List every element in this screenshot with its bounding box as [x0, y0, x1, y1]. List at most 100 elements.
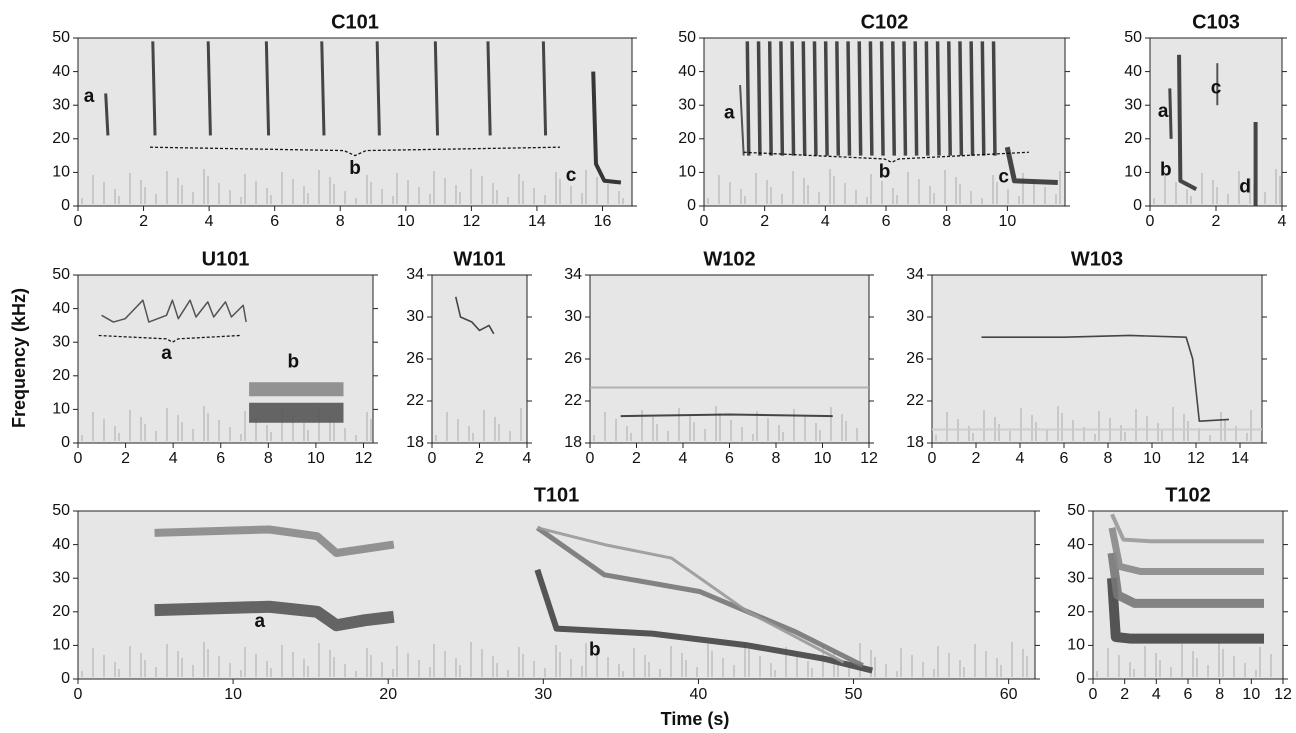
- y-tick-label: 30: [52, 333, 70, 350]
- y-tick-label: 20: [52, 603, 70, 620]
- signal-trace: [620, 413, 833, 418]
- spectrogram-background: [589, 274, 870, 444]
- signal-trace: [835, 41, 841, 156]
- y-tick-label: 10: [1067, 637, 1085, 654]
- x-tick-label: 0: [74, 686, 83, 703]
- annotation: a: [255, 611, 266, 632]
- y-tick-label: 0: [61, 670, 70, 687]
- y-tick-label: 30: [678, 96, 696, 113]
- signal-trace: [879, 41, 885, 156]
- x-tick-label: 60: [1000, 686, 1018, 703]
- y-tick-label: 50: [52, 29, 70, 46]
- y-tick-label: 50: [678, 29, 696, 46]
- y-tick-label: 20: [1124, 130, 1142, 147]
- y-tick-label: 30: [406, 308, 424, 325]
- signal-trace: [454, 296, 495, 335]
- x-tick-label: 4: [523, 450, 532, 467]
- x-tick-label: 16: [594, 213, 612, 230]
- signal-trace: [756, 41, 762, 156]
- panel-title: U101: [202, 248, 250, 270]
- y-tick-label: 10: [678, 164, 696, 181]
- signal-trace: [981, 334, 1230, 422]
- signal-trace: [541, 41, 548, 136]
- x-tick-label: 2: [139, 213, 148, 230]
- x-tick-label: 0: [1146, 213, 1155, 230]
- y-tick-label: 50: [52, 266, 70, 283]
- signal-trace: [823, 41, 829, 156]
- y-tick-label: 10: [52, 164, 70, 181]
- x-tick-label: 4: [679, 450, 688, 467]
- x-tick-label: 4: [1016, 450, 1025, 467]
- panel-title: W103: [1071, 248, 1123, 270]
- annotation: c: [566, 165, 577, 186]
- signal-trace: [1168, 88, 1173, 139]
- y-tick-label: 50: [1124, 29, 1142, 46]
- x-tick-label: 12: [462, 213, 480, 230]
- y-tick-label: 0: [1076, 670, 1085, 687]
- panel: 0 10 20 30 40 50 0 10 20 30 40 50 60 T101 a b: [52, 484, 1040, 703]
- y-tick-label: 30: [906, 308, 924, 325]
- x-tick-label: 10: [998, 213, 1016, 230]
- signal-trace: [947, 41, 952, 156]
- x-tick-label: 0: [928, 450, 937, 467]
- panel: 0 10 20 30 40 50 0 2 4 6 8 10 12 T102: [1067, 484, 1292, 703]
- panel: 0 10 20 30 40 50 0 2 4 6 8 10 12 14 16 C101 a b c: [52, 11, 637, 230]
- annotation: a: [161, 343, 172, 364]
- signal-trace: [98, 334, 241, 343]
- y-tick-label: 10: [1124, 164, 1142, 181]
- y-tick-label: 0: [1133, 197, 1142, 214]
- signal-trace: [486, 41, 492, 136]
- signal-trace: [743, 151, 1029, 163]
- x-tick-label: 12: [1187, 450, 1205, 467]
- x-tick-label: 2: [475, 450, 484, 467]
- y-tick-label: 18: [564, 434, 582, 451]
- signal-trace: [1107, 552, 1264, 608]
- signal-trace: [535, 525, 864, 668]
- x-axis-label: Time (s): [661, 709, 730, 729]
- y-axis-label: Frequency (kHz): [9, 288, 29, 428]
- x-tick-label: 4: [205, 213, 214, 230]
- y-tick-label: 30: [1124, 96, 1142, 113]
- x-tick-label: 10: [224, 686, 242, 703]
- y-tick-label: 0: [61, 197, 70, 214]
- x-tick-label: 12: [860, 450, 878, 467]
- y-tick-label: 26: [406, 350, 424, 367]
- x-tick-label: 40: [690, 686, 708, 703]
- x-tick-label: 10: [1143, 450, 1161, 467]
- signal-trace: [375, 41, 381, 136]
- annotation: c: [1211, 77, 1222, 98]
- y-tick-label: 10: [52, 401, 70, 418]
- y-tick-label: 18: [406, 434, 424, 451]
- signal-trace: [1108, 527, 1264, 575]
- x-tick-label: 2: [1212, 213, 1221, 230]
- y-tick-label: 10: [52, 637, 70, 654]
- y-tick-label: 50: [52, 502, 70, 519]
- x-tick-label: 8: [336, 213, 345, 230]
- y-tick-label: 40: [678, 63, 696, 80]
- annotation: b: [288, 351, 300, 372]
- signal-trace: [846, 41, 852, 156]
- signal-trace: [924, 41, 930, 156]
- signal-trace: [154, 525, 395, 557]
- x-tick-label: 8: [772, 450, 781, 467]
- spectrogram-background: [77, 37, 633, 207]
- y-tick-label: 20: [1067, 603, 1085, 620]
- annotation: a: [84, 86, 95, 107]
- signal-trace: [1107, 577, 1264, 644]
- spectrogram-background: [431, 274, 528, 444]
- signal-trace: [969, 41, 975, 156]
- x-tick-label: 0: [1089, 686, 1098, 703]
- x-tick-label: 6: [216, 450, 225, 467]
- y-tick-label: 40: [1067, 536, 1085, 553]
- y-tick-label: 40: [52, 63, 70, 80]
- annotation: d: [1239, 177, 1251, 198]
- x-tick-label: 0: [74, 213, 83, 230]
- y-tick-label: 20: [52, 367, 70, 384]
- x-tick-label: 8: [1215, 686, 1224, 703]
- y-tick-label: 26: [564, 350, 582, 367]
- annotation: a: [1158, 101, 1169, 122]
- panel: 18 22 26 30 34 0 2 4 6 8 10 12 W102: [564, 248, 878, 467]
- x-tick-label: 12: [355, 450, 373, 467]
- signal-trace: [104, 93, 110, 136]
